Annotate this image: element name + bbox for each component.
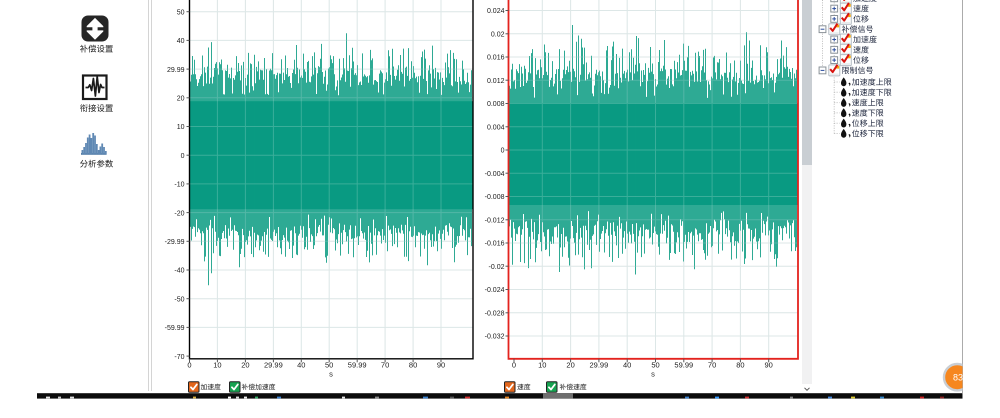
svg-text:-29.99: -29.99 <box>165 239 185 246</box>
svg-text:-20: -20 <box>174 210 184 217</box>
svg-text:-0.028: -0.028 <box>485 310 505 317</box>
svg-text:-0.016: -0.016 <box>485 241 505 248</box>
svg-text:-59.99: -59.99 <box>165 325 185 332</box>
svg-text:59.99: 59.99 <box>674 360 693 369</box>
svg-text:-0.024: -0.024 <box>485 287 505 294</box>
svg-text:59.99: 59.99 <box>348 360 367 369</box>
svg-text:0.024: 0.024 <box>487 8 505 15</box>
svg-text:20: 20 <box>241 360 249 369</box>
svg-text:10: 10 <box>177 124 185 131</box>
svg-text:70: 70 <box>708 360 716 369</box>
svg-text:50: 50 <box>651 360 659 369</box>
svg-text:40: 40 <box>297 360 305 369</box>
svg-text:20: 20 <box>177 96 185 103</box>
svg-text:90: 90 <box>765 360 773 369</box>
svg-text:80: 80 <box>736 360 744 369</box>
svg-text:0.02: 0.02 <box>491 32 505 39</box>
svg-text:10: 10 <box>213 360 221 369</box>
svg-text:29.99: 29.99 <box>167 67 185 74</box>
svg-text:90: 90 <box>437 360 445 369</box>
svg-text:-0.008: -0.008 <box>485 194 505 201</box>
svg-text:0: 0 <box>181 153 185 160</box>
svg-text:0: 0 <box>501 148 505 155</box>
svg-text:-0.004: -0.004 <box>485 171 505 178</box>
svg-text:29.99: 29.99 <box>264 360 283 369</box>
svg-text:50: 50 <box>325 360 333 369</box>
svg-text:40: 40 <box>623 360 631 369</box>
svg-text:80: 80 <box>409 360 417 369</box>
svg-text:0: 0 <box>512 360 516 369</box>
svg-text:0.004: 0.004 <box>487 124 505 131</box>
svg-text:20: 20 <box>566 360 574 369</box>
svg-text:0.012: 0.012 <box>487 78 505 85</box>
svg-text:50: 50 <box>177 9 185 16</box>
svg-text:83: 83 <box>953 373 963 383</box>
svg-text:-0.02: -0.02 <box>489 264 505 271</box>
svg-text:0: 0 <box>187 360 191 369</box>
svg-text:70: 70 <box>381 360 389 369</box>
svg-text:0.016: 0.016 <box>487 55 505 62</box>
svg-text:-40: -40 <box>174 268 184 275</box>
svg-text:s: s <box>329 370 333 379</box>
svg-text:10: 10 <box>538 360 546 369</box>
svg-text:-50: -50 <box>174 296 184 303</box>
svg-text:s: s <box>651 370 655 379</box>
svg-text:40: 40 <box>177 38 185 45</box>
svg-text:-0.012: -0.012 <box>485 217 505 224</box>
svg-text:29.99: 29.99 <box>590 360 609 369</box>
svg-text:0.008: 0.008 <box>487 101 505 108</box>
svg-text:-0.032: -0.032 <box>485 334 505 341</box>
svg-text:-10: -10 <box>174 182 184 189</box>
svg-text:-70: -70 <box>174 354 184 361</box>
